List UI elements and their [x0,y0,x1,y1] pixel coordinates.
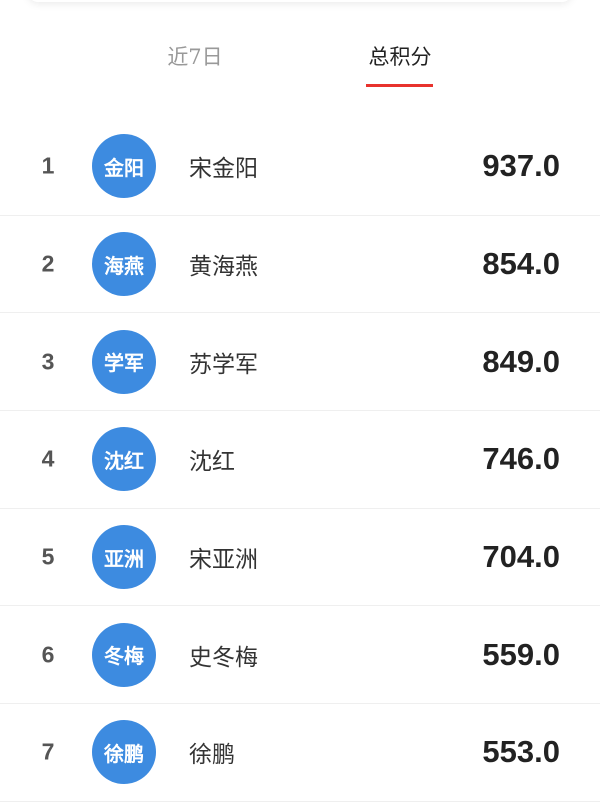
tab-total-points[interactable]: 总积分 [368,45,432,69]
user-name: 徐鹏 [189,742,235,769]
ranking-row[interactable]: 7 徐鹏 徐鹏 553.0 [0,704,600,802]
ranking-row[interactable]: 2 海燕 黄海燕 854.0 [0,216,600,314]
score: 746.0 [482,441,560,477]
avatar: 金阳 [92,134,156,199]
rank-number: 1 [41,152,55,179]
score: 854.0 [482,246,560,282]
score: 559.0 [482,636,560,672]
avatar: 徐鹏 [92,720,156,785]
rank-number: 5 [41,543,55,570]
ranking-list: 1 金阳 宋金阳 937.0 2 海燕 黄海燕 854.0 3 学军 苏学军 849… [0,118,600,802]
avatar: 冬梅 [92,622,156,687]
header-card [28,0,572,2]
ranking-row[interactable]: 3 学军 苏学军 849.0 [0,313,600,412]
rank-number: 7 [41,738,55,765]
score: 849.0 [482,343,560,379]
avatar: 学军 [92,329,156,394]
tab-last-7-days[interactable]: 近7日 [167,45,223,69]
ranking-row[interactable]: 6 冬梅 史冬梅 559.0 [0,606,600,705]
user-name: 沈红 [189,449,235,476]
user-name: 黄海燕 [189,254,258,281]
avatar: 亚洲 [92,525,156,590]
ranking-row[interactable]: 5 亚洲 宋亚洲 704.0 [0,509,600,607]
user-name: 宋亚洲 [189,547,258,574]
score: 704.0 [482,539,560,575]
rank-number: 2 [41,250,55,277]
score: 937.0 [482,148,560,184]
ranking-row[interactable]: 1 金阳 宋金阳 937.0 [0,118,600,216]
ranking-row[interactable]: 4 沈红 沈红 746.0 [0,411,600,509]
rank-number: 4 [41,445,55,472]
avatar: 海燕 [92,232,156,297]
rank-number: 6 [41,641,55,668]
user-name: 史冬梅 [189,644,258,671]
user-name: 宋金阳 [189,156,258,183]
avatar: 沈红 [92,427,156,492]
rank-number: 3 [41,348,55,375]
user-name: 苏学军 [189,351,258,378]
active-tab-indicator [366,84,433,87]
score: 553.0 [482,734,560,770]
